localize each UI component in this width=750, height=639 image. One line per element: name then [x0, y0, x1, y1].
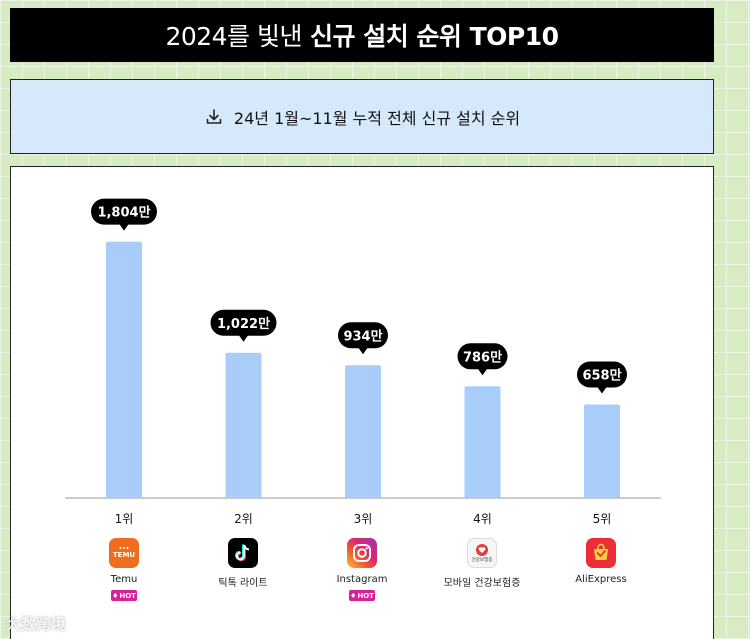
- instagram-icon: [347, 538, 377, 568]
- value-label-text: 1,022만: [217, 316, 270, 332]
- app-name-temu: Temu: [110, 574, 138, 585]
- x-tick-label: 3위: [354, 512, 373, 526]
- value-bubble: [457, 343, 508, 370]
- bar: [584, 404, 620, 498]
- x-tick-label: 4위: [473, 512, 492, 526]
- value-bubble-pointer: [597, 386, 607, 394]
- value-label: 934만: [338, 322, 388, 355]
- title-main: 신규 설치 순위 TOP10: [310, 22, 559, 51]
- aliexpress-icon: [586, 538, 616, 568]
- bar: [464, 386, 501, 498]
- chart-panel: 1,804만 1위 1,022만 2위 934만 3위 786만 4위 658만 5위 ••• T…: [10, 166, 714, 639]
- value-bubble-pointer: [477, 368, 488, 376]
- value-label: 1,804만: [91, 198, 157, 231]
- value-label: 1,022만: [210, 309, 277, 342]
- fire-icon: ♦: [112, 591, 119, 600]
- bar: [345, 365, 381, 498]
- subtitle-banner: 24년 1월~11월 누적 전체 신규 설치 순위: [10, 79, 714, 154]
- value-bubble-pointer: [119, 223, 129, 231]
- x-tick-label: 1위: [115, 512, 134, 526]
- page-title: 2024를 빛낸 신규 설치 순위 TOP10: [10, 8, 714, 62]
- value-label-text: 658만: [582, 367, 621, 383]
- download-icon: [206, 108, 222, 124]
- value-bubble: [91, 198, 157, 225]
- value-label-text: 786만: [463, 349, 502, 365]
- tiktok-icon: [228, 538, 258, 568]
- bar-chart: 1,804만 1위 1,022만 2위 934만 3위 786만 4위 658만 5위: [65, 198, 661, 526]
- watermark: 大数跨境: [6, 615, 67, 633]
- x-tick-label: 2위: [234, 512, 253, 526]
- hot-badge: ♦ HOT: [111, 590, 137, 601]
- app-name-instagram: Instagram: [336, 574, 388, 585]
- value-bubble: [210, 309, 277, 336]
- value-bubble-pointer: [358, 347, 368, 355]
- value-bubble: [577, 361, 627, 388]
- app-name-health-insurance: 모바일 건강보험증: [443, 578, 521, 589]
- subtitle-text: 24년 1월~11월 누적 전체 신규 설치 순위: [233, 108, 521, 128]
- value-label-text: 1,804만: [97, 205, 150, 221]
- value-bubble-pointer: [238, 334, 249, 342]
- bar: [225, 352, 262, 498]
- hot-badge: ♦ HOT: [349, 590, 375, 601]
- value-label-text: 934만: [343, 328, 382, 344]
- app-name-aliexpress: AliExpress: [575, 574, 627, 585]
- title-prefix: 2024를 빛낸: [165, 22, 303, 51]
- x-tick-label: 5위: [593, 512, 612, 526]
- value-label: 786만: [457, 343, 508, 376]
- app-name-tiktok-lite: 틱톡 라이트: [218, 578, 268, 589]
- health-insurance-icon: 건강보험증: [467, 538, 497, 568]
- bar: [106, 241, 142, 499]
- fire-icon: ♦: [350, 591, 357, 600]
- value-label: 658만: [577, 361, 627, 394]
- value-bubble: [338, 322, 388, 349]
- temu-icon: ••• Temu: [109, 538, 139, 568]
